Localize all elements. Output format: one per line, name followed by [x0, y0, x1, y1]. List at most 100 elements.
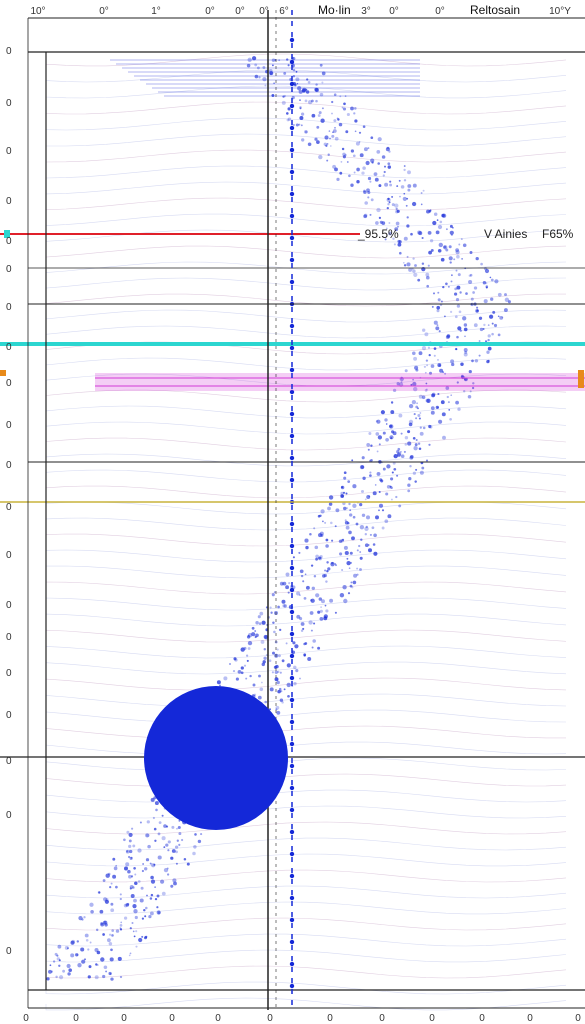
data-point — [298, 123, 301, 126]
data-point — [318, 154, 323, 160]
data-point — [269, 71, 274, 76]
data-point — [373, 533, 377, 538]
data-point — [378, 490, 381, 494]
data-point — [384, 418, 388, 422]
data-point — [411, 201, 417, 207]
data-point — [449, 224, 453, 228]
data-point — [367, 147, 370, 150]
data-point — [138, 937, 143, 943]
data-point — [346, 557, 349, 560]
data-point — [463, 352, 468, 357]
data-point — [363, 190, 367, 194]
data-point — [352, 154, 356, 158]
data-point — [370, 198, 374, 202]
data-point — [277, 689, 281, 694]
data-point — [240, 671, 244, 675]
tick-label: 0 — [6, 146, 12, 157]
axis-point — [289, 235, 295, 241]
data-point — [373, 551, 378, 556]
data-point — [332, 131, 334, 134]
data-point — [326, 570, 329, 573]
data-point — [353, 171, 356, 174]
data-point — [282, 604, 286, 608]
data-point — [427, 231, 432, 235]
data-point — [438, 419, 443, 424]
data-point — [324, 604, 327, 607]
data-point — [233, 657, 237, 661]
data-point — [390, 410, 395, 415]
data-point — [163, 867, 169, 873]
data-point — [424, 389, 428, 392]
data-point — [393, 455, 396, 458]
data-point — [418, 231, 423, 236]
data-point — [468, 274, 471, 277]
data-point — [426, 284, 430, 288]
data-point — [410, 383, 413, 386]
data-point — [321, 107, 324, 110]
field-line — [45, 549, 567, 563]
data-point — [302, 627, 305, 630]
tick-label: 0 — [6, 342, 12, 353]
data-point — [171, 825, 175, 829]
annotation-percent: _95.5% — [357, 227, 399, 241]
data-point — [507, 300, 511, 304]
tick-label: 0 — [6, 710, 12, 721]
data-point — [349, 584, 353, 588]
data-point — [246, 63, 251, 68]
data-point — [315, 557, 318, 561]
data-point — [438, 330, 441, 333]
data-point — [441, 412, 446, 417]
field-line — [45, 245, 567, 259]
data-point — [417, 278, 421, 282]
data-point — [140, 886, 144, 890]
data-point — [176, 827, 178, 830]
data-point — [273, 591, 276, 594]
axis-point — [289, 367, 295, 373]
field-line — [45, 133, 567, 147]
data-point — [385, 423, 388, 425]
data-point — [404, 443, 408, 446]
data-point — [358, 141, 361, 143]
data-point — [303, 654, 306, 657]
data-point — [456, 254, 460, 259]
data-point — [130, 856, 133, 859]
data-point — [174, 845, 179, 849]
data-point — [377, 435, 383, 440]
data-point — [311, 646, 314, 649]
data-point — [359, 502, 363, 507]
data-point — [234, 658, 238, 662]
data-point — [467, 395, 472, 399]
data-point — [387, 514, 392, 519]
data-point — [317, 610, 321, 614]
data-point — [119, 927, 122, 930]
data-point — [302, 580, 305, 583]
data-point — [457, 407, 461, 411]
data-point — [421, 262, 425, 265]
data-point — [76, 953, 79, 957]
data-point — [383, 170, 386, 174]
data-point — [273, 82, 275, 85]
data-point — [292, 641, 296, 645]
data-point — [145, 935, 148, 939]
data-point — [463, 323, 468, 327]
data-point — [422, 189, 425, 192]
data-point — [366, 443, 371, 447]
data-point — [111, 934, 114, 937]
data-point — [178, 832, 182, 836]
tick-label: 0 — [429, 1013, 435, 1024]
data-point — [344, 520, 349, 525]
data-point — [329, 145, 332, 147]
data-point — [378, 216, 382, 220]
data-point — [456, 304, 461, 308]
data-point — [153, 863, 156, 866]
data-point — [280, 690, 283, 693]
data-point — [322, 520, 324, 523]
data-point — [413, 446, 418, 451]
orange-marker — [0, 370, 6, 376]
data-point — [258, 76, 261, 79]
data-point — [407, 184, 412, 188]
data-point — [396, 382, 400, 386]
data-point — [123, 838, 126, 842]
data-point — [334, 525, 337, 528]
data-point — [385, 147, 390, 152]
